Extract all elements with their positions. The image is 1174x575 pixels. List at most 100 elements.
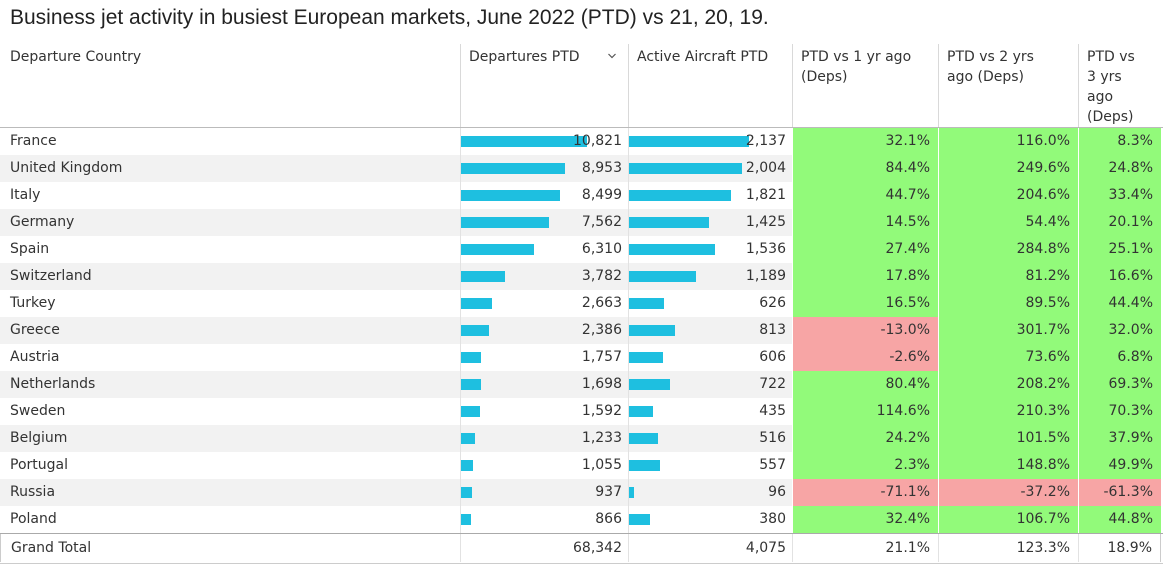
departures-cell: 3,782 <box>460 263 628 290</box>
departures-value: 8,953 <box>581 160 622 176</box>
vs1-cell: 16.5% <box>792 290 938 317</box>
departures-bar <box>461 433 475 444</box>
table-row[interactable]: Germany 7,562 1,425 14.5% 54.4% 20.1% <box>0 209 1163 236</box>
vs1-cell: 17.8% <box>792 263 938 290</box>
header-aircraft[interactable]: Active Aircraft PTD <box>628 44 792 128</box>
departures-bar <box>461 244 534 255</box>
country-cell: Sweden <box>10 403 66 419</box>
vs3-cell: 25.1% <box>1078 236 1161 263</box>
aircraft-cell: 722 <box>628 371 792 398</box>
total-label-cell: Grand Total <box>0 534 460 562</box>
aircraft-bar <box>629 136 749 147</box>
aircraft-value: 1,821 <box>745 187 786 203</box>
departures-bar <box>461 217 549 228</box>
table-row[interactable]: Italy 8,499 1,821 44.7% 204.6% 33.4% <box>0 182 1163 209</box>
table-row[interactable]: Netherlands 1,698 722 80.4% 208.2% 69.3% <box>0 371 1163 398</box>
vs3-cell: 6.8% <box>1078 344 1161 371</box>
chevron-down-icon[interactable] <box>608 52 616 60</box>
departures-bar <box>461 406 480 417</box>
vs2-cell: 73.6% <box>938 344 1078 371</box>
vs1-cell: 27.4% <box>792 236 938 263</box>
departures-bar <box>461 379 481 390</box>
header-vs3-line: 3 yrs <box>1087 69 1122 85</box>
aircraft-cell: 516 <box>628 425 792 452</box>
vs1-cell: 80.4% <box>792 371 938 398</box>
departures-value: 8,499 <box>581 187 622 203</box>
aircraft-cell: 2,004 <box>628 155 792 182</box>
grand-total-row[interactable]: Grand Total 68,342 4,075 21.1% 123.3% 18.9% <box>0 533 1163 564</box>
departures-cell: 10,821 <box>460 128 628 155</box>
country-cell: United Kingdom <box>0 155 460 182</box>
aircraft-bar <box>629 190 731 201</box>
departures-cell: 1,055 <box>460 452 628 479</box>
departures-value: 10,821 <box>573 133 622 149</box>
vs2-cell: 116.0% <box>938 128 1078 155</box>
vs2-cell: 301.7% <box>938 317 1078 344</box>
header-vs2[interactable]: PTD vs 2 yrs ago (Deps) <box>938 44 1078 128</box>
vs1-cell: 84.4% <box>792 155 938 182</box>
header-departures[interactable]: Departures PTD <box>460 44 628 128</box>
table-row[interactable]: Sweden 1,592 435 114.6% 210.3% 70.3% <box>0 398 1163 425</box>
scrollbar[interactable] <box>1163 44 1174 575</box>
header-divider <box>0 127 1163 128</box>
table-row[interactable]: France 10,821 2,137 32.1% 116.0% 8.3% <box>0 128 1163 155</box>
vs1-cell: 2.3% <box>792 452 938 479</box>
aircraft-cell: 1,189 <box>628 263 792 290</box>
aircraft-value: 2,004 <box>745 160 786 176</box>
header-vs3[interactable]: PTD vs 3 yrs ago (Deps) <box>1078 44 1161 128</box>
departures-cell: 1,757 <box>460 344 628 371</box>
table-row[interactable]: Greece 2,386 813 -13.0% 301.7% 32.0% <box>0 317 1163 344</box>
total-vs3-cell: 18.9% <box>1078 534 1161 562</box>
departures-cell: 8,953 <box>460 155 628 182</box>
vs3-cell: 69.3% <box>1078 371 1161 398</box>
vs2-cell: 249.6% <box>938 155 1078 182</box>
aircraft-value: 626 <box>759 295 786 311</box>
table-row[interactable]: Russia 937 96 -71.1% -37.2% -61.3% <box>0 479 1163 506</box>
table-row[interactable]: Belgium 1,233 516 24.2% 101.5% 37.9% <box>0 425 1163 452</box>
vs1-cell: 32.1% <box>792 128 938 155</box>
aircraft-value: 96 <box>768 484 786 500</box>
vs3-cell: 44.4% <box>1078 290 1161 317</box>
departures-cell: 2,663 <box>460 290 628 317</box>
country-cell: Turkey <box>10 295 56 311</box>
header-country[interactable]: Departure Country <box>10 49 142 65</box>
aircraft-bar <box>629 487 634 498</box>
aircraft-bar <box>629 514 650 525</box>
departures-value: 1,233 <box>581 430 622 446</box>
vs3-cell: 24.8% <box>1078 155 1161 182</box>
total-vs2-cell: 123.3% <box>938 534 1078 562</box>
country-cell: Germany <box>0 209 460 236</box>
table-row[interactable]: Turkey 2,663 626 16.5% 89.5% 44.4% <box>0 290 1163 317</box>
aircraft-bar <box>629 352 663 363</box>
aircraft-cell: 96 <box>628 479 792 506</box>
vs2-cell: 210.3% <box>938 398 1078 425</box>
header-vs1-line: (Deps) <box>801 69 848 85</box>
aircraft-bar <box>629 163 742 174</box>
departures-bar <box>461 460 473 471</box>
header-departures-label: Departures PTD <box>469 49 580 65</box>
country-cell: Austria <box>10 349 60 365</box>
aircraft-cell: 380 <box>628 506 792 533</box>
aircraft-cell: 2,137 <box>628 128 792 155</box>
aircraft-bar <box>629 406 653 417</box>
departures-bar <box>461 136 587 147</box>
country-cell: Belgium <box>0 425 460 452</box>
header-vs2-line: PTD vs 2 yrs <box>947 49 1034 65</box>
vs3-cell: 70.3% <box>1078 398 1161 425</box>
header-vs3-line: PTD vs <box>1087 49 1135 65</box>
table-row[interactable]: Portugal 1,055 557 2.3% 148.8% 49.9% <box>0 452 1163 479</box>
table-row[interactable]: Poland 866 380 32.4% 106.7% 44.8% <box>0 506 1163 533</box>
table-row[interactable]: Switzerland 3,782 1,189 17.8% 81.2% 16.6% <box>0 263 1163 290</box>
aircraft-bar <box>629 244 715 255</box>
departures-bar <box>461 325 489 336</box>
table-row[interactable]: United Kingdom 8,953 2,004 84.4% 249.6% 24.8% <box>0 155 1163 182</box>
departures-value: 1,757 <box>581 349 622 365</box>
table-row[interactable]: Spain 6,310 1,536 27.4% 284.8% 25.1% <box>0 236 1163 263</box>
table-row[interactable]: Austria 1,757 606 -2.6% 73.6% 6.8% <box>0 344 1163 371</box>
aircraft-bar <box>629 271 696 282</box>
departures-value: 1,592 <box>581 403 622 419</box>
header-vs1[interactable]: PTD vs 1 yr ago (Deps) <box>792 44 938 128</box>
vs2-cell: 284.8% <box>938 236 1078 263</box>
vs1-cell: 14.5% <box>792 209 938 236</box>
departures-bar <box>461 298 492 309</box>
